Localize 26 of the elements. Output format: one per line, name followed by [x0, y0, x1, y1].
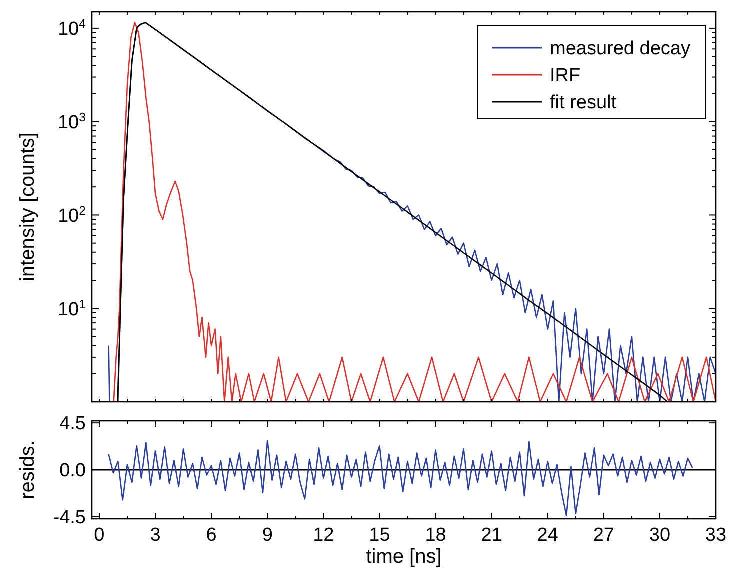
y-tick-label: -4.5 [53, 508, 86, 529]
y-tick-label: 4.5 [60, 414, 86, 435]
y-axis-title: resids. [17, 440, 39, 500]
x-tick-label: 21 [481, 525, 502, 546]
x-tick-label: 3 [150, 525, 161, 546]
y-tick-label: 10$^{3}$ [58, 110, 86, 134]
x-tick-label: 0 [94, 525, 105, 546]
x-tick-label: 33 [705, 525, 727, 546]
legend-label: measured decay [550, 38, 691, 60]
y-tick-label: 10$^{2}$ [58, 204, 86, 227]
x-axis-title: time [ns] [366, 546, 442, 568]
y-tick-label: 10$^{1}$ [58, 297, 86, 320]
y-tick-label: 0.0 [60, 460, 86, 482]
x-tick-label: 12 [313, 525, 334, 546]
x-tick-label: 24 [537, 525, 559, 546]
legend-label: IRF [550, 66, 581, 87]
y-axis-title: intensity [counts] [17, 132, 39, 282]
x-tick-label: 9 [262, 525, 273, 546]
legend-label: fit result [550, 92, 618, 114]
x-tick-label: 27 [593, 525, 614, 546]
x-tick-label: 6 [206, 525, 217, 546]
line-series [108, 440, 694, 517]
x-tick-label: 30 [649, 525, 671, 546]
y-tick-label: 10$^{4}$ [58, 17, 86, 40]
x-tick-label: 18 [425, 525, 446, 546]
x-tick-label: 15 [369, 525, 390, 546]
